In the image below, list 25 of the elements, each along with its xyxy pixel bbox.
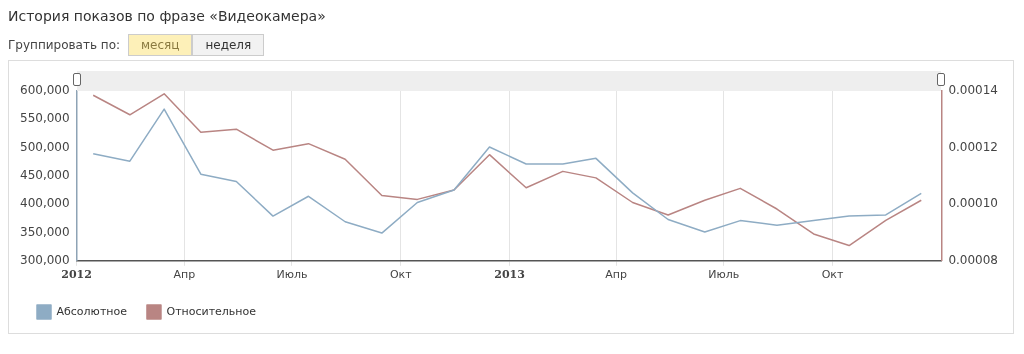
y-tick-label: 450,000 bbox=[20, 168, 70, 183]
y-tick-label: 600,000 bbox=[20, 83, 70, 98]
x-tick-label: Апр bbox=[173, 268, 196, 282]
text: Группировать по: bbox=[8, 38, 121, 52]
x-tick-label: Окт bbox=[821, 268, 844, 282]
x-tick-label: Апр bbox=[605, 268, 627, 282]
y2-tick-label: 0.00012 bbox=[948, 139, 998, 154]
legend-label: Абсолютное bbox=[56, 304, 128, 318]
y-tick-label: 300,000 bbox=[20, 252, 70, 267]
y-tick-label: 350,000 bbox=[20, 224, 70, 239]
y2-tick-label: 0.00014 bbox=[948, 83, 998, 98]
x-tick-label: 2012 bbox=[61, 268, 92, 282]
month-button: месяц bbox=[128, 34, 193, 56]
y-tick-label: 550,000 bbox=[20, 111, 70, 126]
x-tick-label: Окт bbox=[389, 268, 413, 282]
y2-tick-label: 0.00010 bbox=[948, 196, 998, 211]
chart-title: История показов по фразе «Видеокамера» bbox=[8, 8, 327, 24]
x-tick-label: Июль bbox=[276, 268, 308, 282]
x-tick-label: 2013 bbox=[494, 268, 525, 282]
legend-label: Относительное bbox=[166, 304, 257, 318]
y-tick-label: 400,000 bbox=[20, 196, 70, 211]
y-tick-label: 500,000 bbox=[20, 139, 70, 154]
x-tick-label: Июль bbox=[708, 268, 740, 282]
y2-tick-label: 0.00008 bbox=[948, 252, 998, 267]
week-button: неделя bbox=[192, 34, 265, 56]
